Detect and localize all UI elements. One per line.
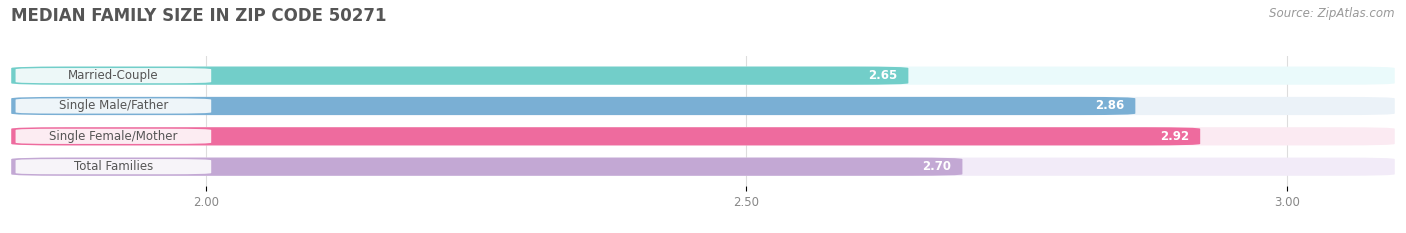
Text: Married-Couple: Married-Couple bbox=[67, 69, 159, 82]
Text: Total Families: Total Families bbox=[73, 160, 153, 173]
FancyBboxPatch shape bbox=[11, 97, 1395, 115]
Text: 2.92: 2.92 bbox=[1160, 130, 1189, 143]
FancyBboxPatch shape bbox=[15, 159, 211, 174]
FancyBboxPatch shape bbox=[11, 158, 963, 176]
Text: Single Female/Mother: Single Female/Mother bbox=[49, 130, 177, 143]
Text: 2.65: 2.65 bbox=[869, 69, 897, 82]
FancyBboxPatch shape bbox=[11, 127, 1395, 145]
Text: Source: ZipAtlas.com: Source: ZipAtlas.com bbox=[1270, 7, 1395, 20]
FancyBboxPatch shape bbox=[11, 97, 1136, 115]
Text: Single Male/Father: Single Male/Father bbox=[59, 99, 169, 113]
Text: 2.86: 2.86 bbox=[1095, 99, 1125, 113]
FancyBboxPatch shape bbox=[15, 98, 211, 113]
FancyBboxPatch shape bbox=[11, 127, 1201, 145]
FancyBboxPatch shape bbox=[11, 67, 1395, 85]
FancyBboxPatch shape bbox=[11, 158, 1395, 176]
FancyBboxPatch shape bbox=[15, 68, 211, 83]
FancyBboxPatch shape bbox=[11, 67, 908, 85]
Text: MEDIAN FAMILY SIZE IN ZIP CODE 50271: MEDIAN FAMILY SIZE IN ZIP CODE 50271 bbox=[11, 7, 387, 25]
Text: 2.70: 2.70 bbox=[922, 160, 952, 173]
FancyBboxPatch shape bbox=[15, 129, 211, 144]
